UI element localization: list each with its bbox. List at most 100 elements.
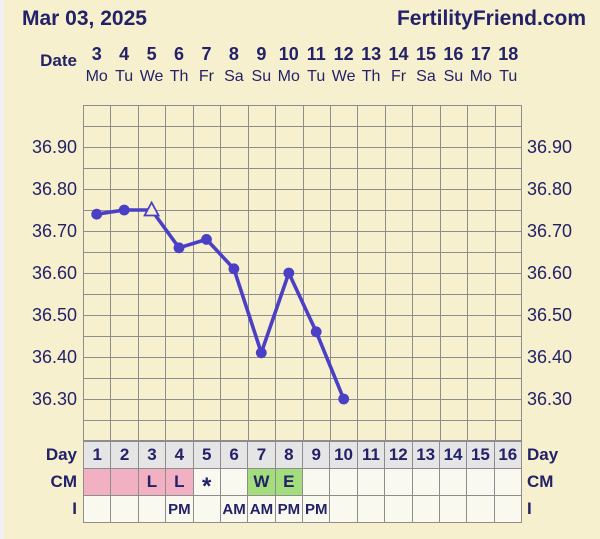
date-weekday: Tu [307, 68, 326, 85]
day-cell-11: 11 [357, 442, 386, 469]
i-cell-6: AM [220, 496, 249, 523]
temperature-plot [83, 105, 522, 441]
i-row-label-left: I [72, 499, 77, 518]
date-number: 16 [443, 44, 464, 64]
i-cell-14 [439, 496, 468, 523]
date-number: 7 [201, 44, 212, 64]
date-weekday: Th [361, 68, 381, 85]
cm-cell-5: * [193, 469, 221, 496]
day-cell-13: 13 [412, 442, 440, 469]
date-cell-day-8: 10 Mo [275, 44, 302, 86]
i-cell-9: PM [303, 496, 331, 523]
date-cell-day-15: 17 Mo [467, 44, 494, 86]
temp-point-day-4 [173, 242, 185, 254]
i-cell-12 [385, 496, 413, 523]
y-tick-label-left: 36.90 [31, 137, 77, 157]
date-cell-day-3: 5 We [138, 44, 165, 86]
date-weekday: Sa [416, 68, 436, 85]
day-row: 1 2 3 4 5 6 7 8 9 10 11 12 13 14 15 16 [84, 442, 522, 469]
day-cell-2: 2 [111, 442, 139, 469]
grid-lines [83, 105, 522, 441]
temp-point-triangle-open-day-3 [143, 200, 161, 217]
date-number: 17 [470, 44, 491, 64]
i-cell-3 [138, 496, 167, 523]
date-weekday: Su [443, 68, 464, 85]
day-cell-7: 7 [248, 442, 276, 469]
date-number: 6 [174, 44, 185, 64]
day-cell-16: 16 [494, 442, 522, 469]
date-number: 14 [388, 44, 409, 64]
chart-date-title: Mar 03, 2025 [22, 7, 147, 30]
cm-cell-1 [84, 469, 112, 496]
date-cell-day-12: 14 Fr [385, 44, 412, 86]
day-cell-3: 3 [138, 442, 167, 469]
y-tick-label-right: 36.90 [527, 137, 573, 157]
i-row: PM AM AM PM PM [84, 496, 522, 523]
date-weekday: Sa [224, 68, 244, 85]
y-tick-label-left: 36.40 [31, 347, 77, 367]
cm-cell-10 [330, 469, 358, 496]
temp-point-day-6 [228, 263, 240, 275]
date-cell-day-16: 18 Tu [495, 44, 522, 86]
date-cell-day-6: 8 Sa [220, 44, 247, 86]
day-cell-4: 4 [166, 442, 194, 469]
cm-cell-15 [467, 469, 495, 496]
y-tick-label-right: 36.80 [527, 179, 573, 199]
page-edge-strip [0, 0, 4, 539]
date-number: 18 [498, 44, 519, 64]
i-cell-7: AM [248, 496, 276, 523]
y-tick-label-left: 36.70 [31, 221, 77, 241]
date-number: 13 [361, 44, 382, 64]
cm-cell-16 [494, 469, 522, 496]
cm-row-label-left: CM [50, 472, 77, 491]
y-tick-label-right: 36.30 [527, 389, 573, 409]
date-number: 8 [228, 44, 239, 64]
y-tick-label-left: 36.80 [31, 179, 77, 199]
y-tick-label-left: 36.60 [31, 263, 77, 283]
date-cell-day-1: 3 Mo [83, 44, 110, 86]
spotting-star-icon: * [202, 473, 212, 496]
y-tick-label-right: 36.40 [527, 347, 573, 367]
date-cell-day-4: 6 Th [165, 44, 192, 86]
cm-cell-12 [385, 469, 413, 496]
temp-point-day-7 [255, 347, 267, 359]
date-weekday: Tu [115, 68, 134, 85]
date-header-row: 3 Mo 4 Tu 5 We 6 Th 7 Fr 8 Sa 9 Su 10 Mo 11 Tu 12 We 13 Th 14 F… [83, 44, 522, 86]
i-cell-13 [412, 496, 440, 523]
daily-data-table: 1 2 3 4 5 6 7 8 9 10 11 12 13 14 15 16 L L * W E PM AM AM PM PM [83, 441, 522, 523]
date-number: 10 [278, 44, 299, 64]
cm-cell-14 [439, 469, 468, 496]
cm-cell-8: E [275, 469, 303, 496]
date-weekday: Th [169, 68, 189, 85]
day-cell-8: 8 [275, 442, 303, 469]
i-row-label-right: I [527, 499, 532, 518]
temp-point-day-1 [91, 208, 103, 220]
temp-point-day-2 [118, 204, 130, 216]
i-cell-2 [111, 496, 139, 523]
i-cell-4: PM [166, 496, 194, 523]
cm-row-label-right: CM [527, 472, 554, 491]
date-cell-day-9: 11 Tu [303, 44, 330, 86]
cm-cell-9 [303, 469, 331, 496]
date-number: 5 [146, 44, 157, 64]
date-row-label: Date [40, 51, 77, 70]
day-cell-12: 12 [385, 442, 413, 469]
date-number: 11 [306, 44, 326, 64]
temp-point-day-9 [310, 326, 322, 338]
date-number: 4 [119, 44, 130, 64]
temperature-line [94, 208, 346, 401]
date-cell-day-13: 15 Sa [412, 44, 439, 86]
date-weekday: Mo [277, 68, 300, 85]
day-cell-1: 1 [84, 442, 112, 469]
date-weekday: Mo [469, 68, 492, 85]
i-cell-1 [84, 496, 112, 523]
y-tick-label-right: 36.60 [527, 263, 573, 283]
i-cell-11 [357, 496, 386, 523]
date-weekday: Fr [198, 68, 215, 85]
day-row-label-left: Day [45, 445, 77, 464]
date-cell-day-2: 4 Tu [110, 44, 137, 86]
cm-cell-13 [412, 469, 440, 496]
y-tick-label-left: 36.50 [31, 305, 77, 325]
date-weekday: We [139, 68, 164, 85]
